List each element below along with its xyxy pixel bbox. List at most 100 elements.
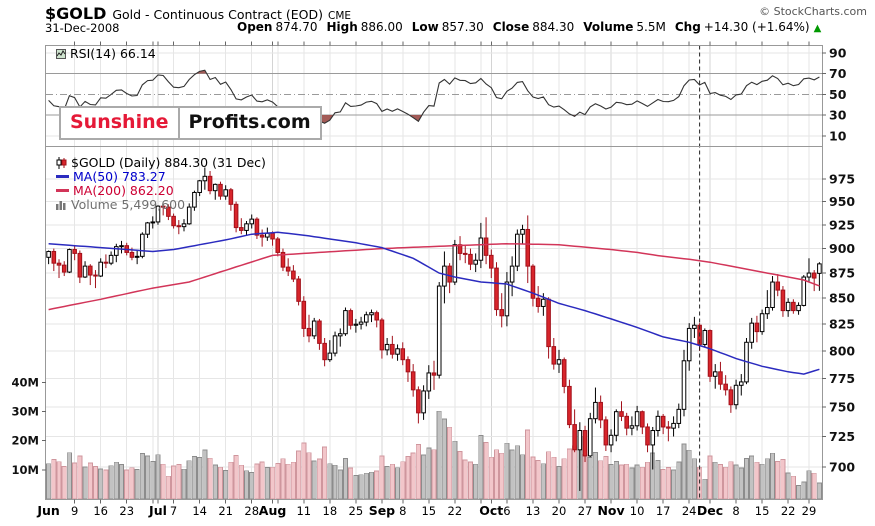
svg-text:Aug: Aug bbox=[259, 503, 287, 518]
svg-text:21: 21 bbox=[218, 504, 233, 518]
svg-text:29: 29 bbox=[802, 504, 817, 518]
legend-ma50-row: MA(50) 783.27 bbox=[56, 170, 266, 183]
svg-text:925: 925 bbox=[829, 217, 855, 232]
svg-text:800: 800 bbox=[829, 343, 855, 358]
svg-text:40M: 40M bbox=[12, 375, 39, 389]
legend-ma200-row: MA(200) 862.20 bbox=[56, 184, 266, 197]
svg-text:24: 24 bbox=[682, 504, 697, 518]
rsi-line bbox=[48, 69, 820, 126]
legend-volume-row: Volume 5,499,600 bbox=[56, 198, 266, 211]
svg-text:Oct: Oct bbox=[479, 503, 503, 518]
svg-text:725: 725 bbox=[829, 429, 855, 444]
watermark-profits: Profits.com bbox=[177, 106, 322, 140]
svg-text:750: 750 bbox=[829, 400, 855, 415]
stockcharts-copyright: © StockCharts.com bbox=[759, 5, 867, 18]
svg-text:775: 775 bbox=[829, 371, 855, 386]
legend-ma50-label: MA(50) 783.27 bbox=[73, 169, 166, 184]
svg-text:Nov: Nov bbox=[597, 503, 624, 518]
chg-value: +14.30 (+1.64%) bbox=[703, 20, 810, 34]
svg-text:6: 6 bbox=[503, 504, 510, 518]
high-value: 886.00 bbox=[360, 20, 403, 34]
rsi-legend-label: RSI(14) 66.14 bbox=[70, 46, 156, 61]
legend-volume-label: Volume 5,499,600 bbox=[71, 197, 186, 212]
svg-text:900: 900 bbox=[829, 241, 855, 256]
quote-summary: Open 874.70 High 886.00 Low 857.30 Close 884.30… bbox=[237, 20, 821, 34]
svg-text:Sep: Sep bbox=[369, 503, 395, 518]
svg-text:10M: 10M bbox=[12, 463, 39, 477]
high-label: High bbox=[326, 20, 358, 34]
svg-text:8: 8 bbox=[399, 504, 406, 518]
svg-text:30M: 30M bbox=[12, 405, 39, 419]
svg-text:11: 11 bbox=[296, 504, 311, 518]
watermark-sunshine: Sunshine bbox=[59, 106, 178, 140]
volume-bars bbox=[46, 410, 822, 499]
volume-label: Volume bbox=[583, 20, 634, 34]
svg-text:13: 13 bbox=[526, 504, 541, 518]
svg-text:17: 17 bbox=[656, 504, 671, 518]
svg-text:9: 9 bbox=[71, 504, 78, 518]
svg-text:Jun: Jun bbox=[36, 503, 59, 518]
up-triangle-icon: ▲ bbox=[813, 23, 822, 34]
svg-text:28: 28 bbox=[244, 504, 259, 518]
svg-text:23: 23 bbox=[119, 504, 134, 518]
svg-text:15: 15 bbox=[421, 504, 436, 518]
svg-text:975: 975 bbox=[829, 172, 855, 187]
svg-text:70: 70 bbox=[829, 66, 847, 81]
ma50-line bbox=[48, 231, 820, 375]
svg-text:950: 950 bbox=[829, 194, 855, 209]
svg-text:25: 25 bbox=[349, 504, 364, 518]
svg-text:15: 15 bbox=[755, 504, 770, 518]
svg-text:20M: 20M bbox=[12, 434, 39, 448]
close-label: Close bbox=[492, 20, 530, 34]
chart-header: $GOLD Gold - Continuous Contract (EOD) CME bbox=[45, 4, 351, 23]
low-value: 857.30 bbox=[441, 20, 484, 34]
svg-text:8: 8 bbox=[732, 504, 739, 518]
rsi-chart-icon bbox=[56, 48, 66, 59]
svg-text:22: 22 bbox=[781, 504, 796, 518]
open-value: 874.70 bbox=[275, 20, 318, 34]
ma50-line-swatch bbox=[56, 175, 69, 178]
svg-text:20: 20 bbox=[552, 504, 567, 518]
svg-text:Dec: Dec bbox=[697, 503, 723, 518]
ma200-line bbox=[48, 243, 820, 311]
symbol-label: $GOLD bbox=[45, 4, 107, 23]
volume-bars-icon bbox=[56, 200, 66, 210]
candlestick-icon bbox=[56, 156, 67, 169]
svg-text:850: 850 bbox=[829, 291, 855, 306]
svg-text:10: 10 bbox=[630, 504, 645, 518]
chg-label: Chg bbox=[674, 20, 701, 34]
svg-text:Jul: Jul bbox=[148, 503, 167, 518]
legend-symbol-label: $GOLD (Daily) 884.30 (31 Dec) bbox=[71, 155, 266, 170]
svg-text:875: 875 bbox=[829, 266, 855, 281]
axis-labels: 9759509259008758508258007757507257009070… bbox=[12, 45, 856, 518]
svg-text:22: 22 bbox=[448, 504, 463, 518]
candlesticks bbox=[46, 167, 822, 491]
chart-date: 31-Dec-2008 bbox=[45, 21, 120, 35]
svg-text:50: 50 bbox=[829, 87, 847, 102]
ma200-line-swatch bbox=[56, 189, 69, 192]
sunshine-profits-watermark: Sunshine Profits.com bbox=[59, 106, 322, 140]
svg-text:18: 18 bbox=[323, 504, 338, 518]
low-label: Low bbox=[411, 20, 439, 34]
volume-value: 5.5M bbox=[636, 20, 666, 34]
svg-text:700: 700 bbox=[829, 460, 855, 475]
svg-text:27: 27 bbox=[578, 504, 593, 518]
instrument-title: Gold - Continuous Contract (EOD) bbox=[112, 7, 323, 22]
svg-text:825: 825 bbox=[829, 317, 855, 332]
legend-ma200-label: MA(200) 862.20 bbox=[73, 183, 174, 198]
panel-borders bbox=[45, 45, 823, 500]
axis-ticks bbox=[42, 41, 826, 504]
svg-text:16: 16 bbox=[93, 504, 108, 518]
svg-text:14: 14 bbox=[192, 504, 207, 518]
rsi-legend: RSI(14) 66.14 bbox=[56, 46, 156, 61]
legend-symbol-row: $GOLD (Daily) 884.30 (31 Dec) bbox=[56, 156, 266, 169]
svg-text:7: 7 bbox=[170, 504, 177, 518]
svg-text:10: 10 bbox=[829, 128, 847, 143]
exchange-label: CME bbox=[327, 10, 352, 22]
main-legend: $GOLD (Daily) 884.30 (31 Dec) MA(50) 783… bbox=[56, 156, 266, 212]
svg-text:30: 30 bbox=[829, 108, 847, 123]
open-label: Open bbox=[237, 20, 273, 34]
close-value: 884.30 bbox=[532, 20, 575, 34]
